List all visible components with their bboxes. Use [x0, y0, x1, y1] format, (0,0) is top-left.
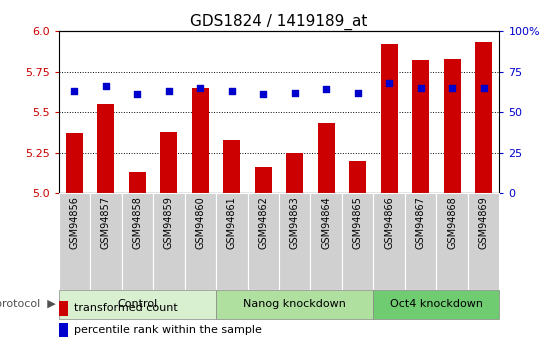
- Text: GSM94867: GSM94867: [416, 196, 426, 249]
- Text: GSM94866: GSM94866: [384, 196, 394, 249]
- Bar: [97, 104, 114, 193]
- Bar: [223, 140, 240, 193]
- Bar: [66, 133, 83, 193]
- Bar: [412, 60, 429, 193]
- Bar: [279, 193, 310, 290]
- Point: [416, 85, 425, 90]
- Bar: [444, 59, 461, 193]
- Bar: [59, 301, 68, 316]
- Point: [385, 80, 394, 86]
- Point: [227, 88, 236, 94]
- Text: GSM94862: GSM94862: [258, 196, 268, 249]
- Point: [448, 85, 456, 90]
- Text: GSM94869: GSM94869: [479, 196, 489, 249]
- Text: Control: Control: [117, 299, 157, 309]
- Point: [259, 91, 268, 97]
- Text: GSM94858: GSM94858: [132, 196, 142, 249]
- Point: [479, 85, 488, 90]
- Bar: [59, 323, 68, 337]
- Bar: [286, 152, 304, 193]
- Text: GSM94863: GSM94863: [290, 196, 300, 249]
- Text: Nanog knockdown: Nanog knockdown: [243, 299, 346, 309]
- Bar: [310, 193, 342, 290]
- Bar: [405, 193, 436, 290]
- Text: protocol  ▶: protocol ▶: [0, 299, 56, 309]
- Bar: [122, 193, 153, 290]
- Bar: [248, 193, 279, 290]
- Text: GSM94857: GSM94857: [101, 196, 111, 249]
- Bar: [381, 44, 398, 193]
- Bar: [59, 193, 90, 290]
- Bar: [59, 290, 216, 319]
- Point: [290, 90, 299, 96]
- Bar: [342, 193, 373, 290]
- Bar: [468, 193, 499, 290]
- Text: GSM94865: GSM94865: [353, 196, 363, 249]
- Text: percentile rank within the sample: percentile rank within the sample: [74, 325, 262, 335]
- Bar: [436, 193, 468, 290]
- Point: [102, 83, 110, 89]
- Bar: [216, 290, 373, 319]
- Point: [353, 90, 362, 96]
- Text: GSM94864: GSM94864: [321, 196, 331, 249]
- Point: [196, 85, 205, 90]
- Point: [322, 87, 331, 92]
- Text: GSM94859: GSM94859: [164, 196, 174, 249]
- Bar: [191, 88, 209, 193]
- Title: GDS1824 / 1419189_at: GDS1824 / 1419189_at: [190, 13, 368, 30]
- Text: Oct4 knockdown: Oct4 knockdown: [390, 299, 483, 309]
- Bar: [475, 42, 492, 193]
- Bar: [254, 167, 272, 193]
- Bar: [318, 124, 335, 193]
- Text: GSM94861: GSM94861: [227, 196, 237, 249]
- Text: GSM94868: GSM94868: [447, 196, 457, 249]
- Bar: [216, 193, 248, 290]
- Text: GSM94860: GSM94860: [195, 196, 205, 249]
- Text: transformed count: transformed count: [74, 303, 178, 313]
- Bar: [185, 193, 216, 290]
- Bar: [129, 172, 146, 193]
- Point: [165, 88, 174, 94]
- Bar: [160, 131, 177, 193]
- Bar: [153, 193, 185, 290]
- Bar: [373, 193, 405, 290]
- Text: GSM94856: GSM94856: [69, 196, 79, 249]
- Bar: [349, 161, 367, 193]
- Bar: [373, 290, 499, 319]
- Point: [70, 88, 79, 94]
- Point: [133, 91, 142, 97]
- Bar: [90, 193, 122, 290]
